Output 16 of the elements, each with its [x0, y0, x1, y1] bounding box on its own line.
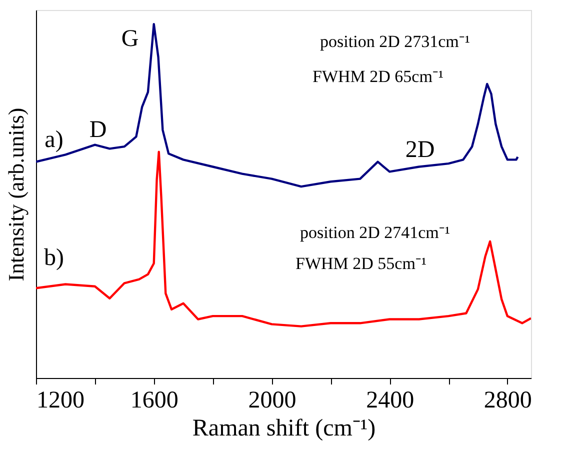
- x-tick-label: 2400: [366, 388, 414, 414]
- x-tick-label: 2800: [484, 388, 532, 414]
- x-tick-label: 2000: [248, 388, 296, 414]
- x-tick-label: 1200: [36, 388, 84, 414]
- annotation: FWHM 2D 65cm⁻¹: [312, 67, 444, 86]
- annotation: D: [89, 117, 107, 143]
- x-axis-title: Raman shift (cm⁻¹): [192, 416, 376, 442]
- annotation: b): [44, 245, 64, 271]
- annotation: 2D: [405, 137, 435, 163]
- annotation: G: [121, 26, 139, 52]
- annotation: position 2D 2741cm⁻¹: [300, 223, 450, 242]
- annotation: a): [44, 127, 64, 153]
- x-tick-label: 1600: [130, 388, 178, 414]
- annotation: FWHM 2D 55cm⁻¹: [295, 254, 427, 273]
- y-axis-title: Intensity (arb.units): [4, 108, 28, 282]
- annotation: position 2D 2731cm⁻¹: [320, 32, 470, 51]
